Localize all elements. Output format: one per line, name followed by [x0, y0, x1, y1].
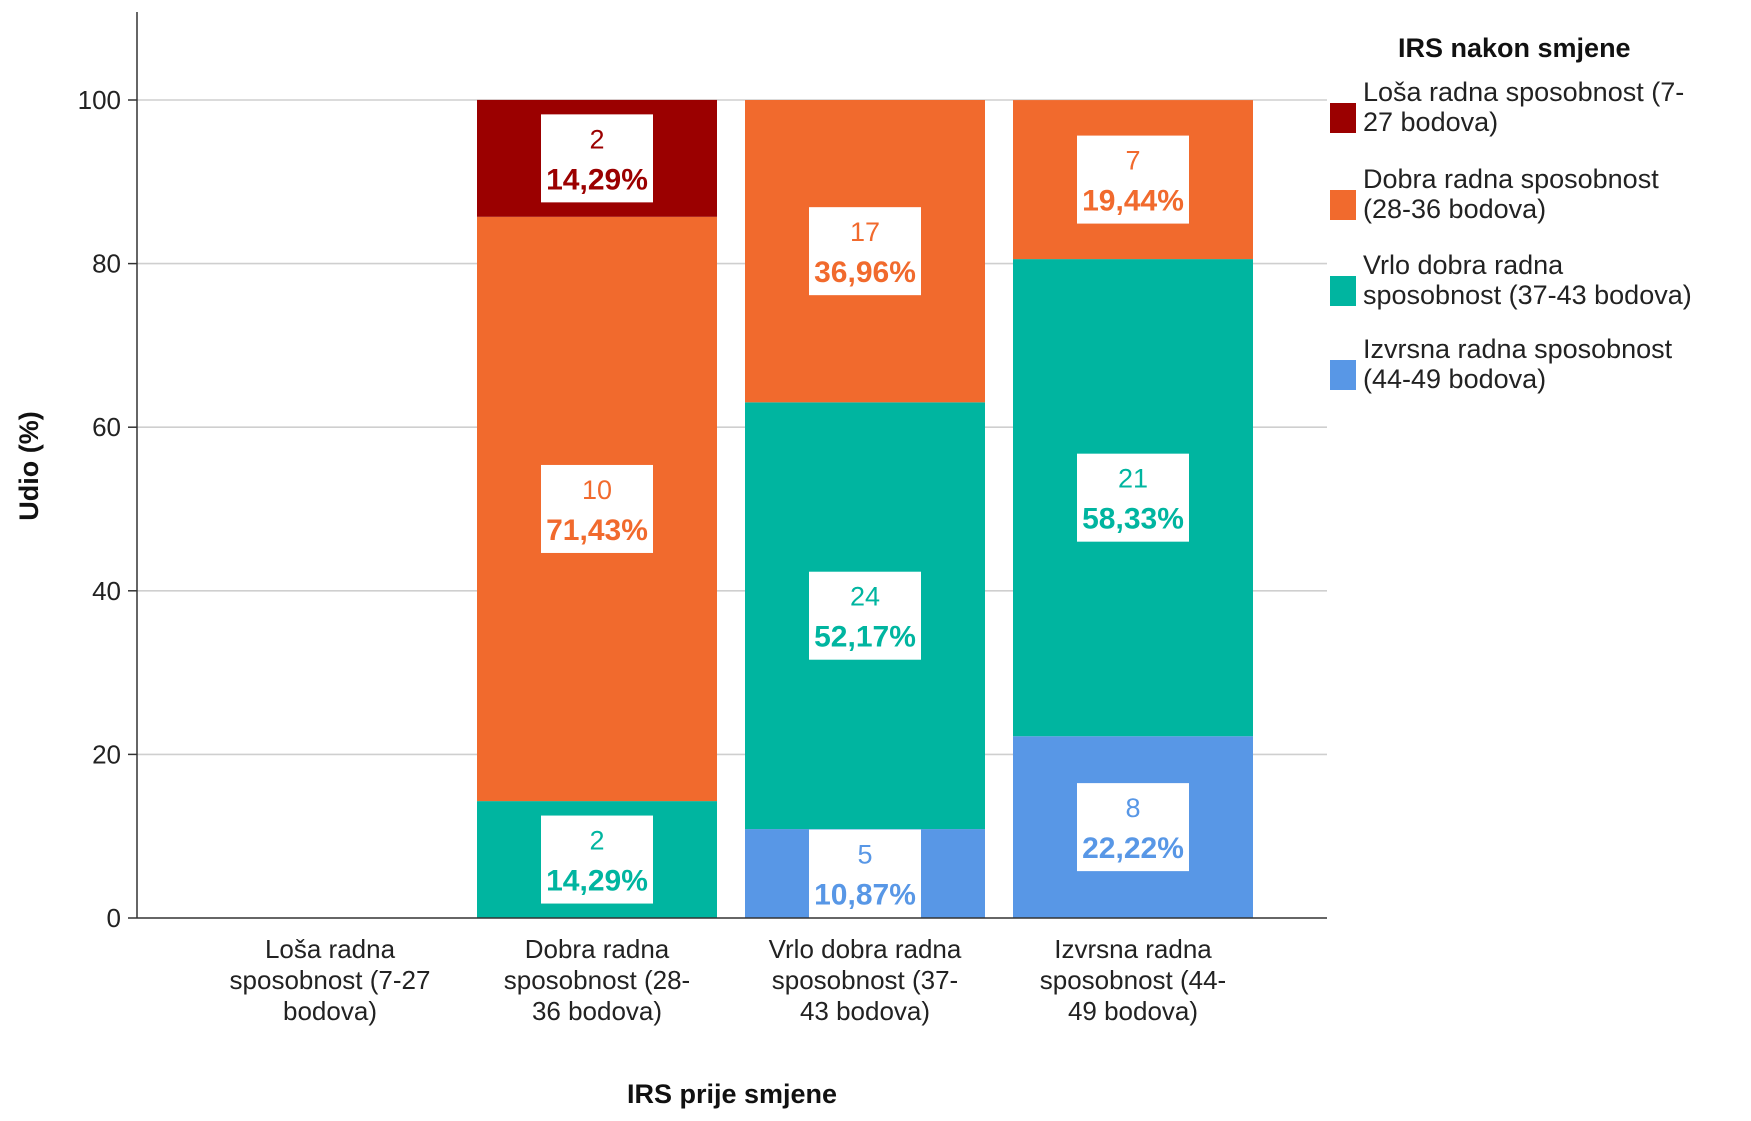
legend-label: Loša radna sposobnost (7-27 bodova): [1363, 77, 1684, 137]
x-tick-label: Dobra radna sposobnost (28-36 bodova): [504, 934, 690, 1026]
data-label-percent: 52,17%: [814, 621, 916, 654]
data-label-count: 2: [589, 826, 604, 856]
y-axis-title: Udio (%): [14, 411, 44, 520]
data-label-count: 7: [1125, 146, 1140, 176]
x-tick-label: Loša radna sposobnost (7-27 bodova): [230, 934, 431, 1026]
data-label-percent: 14,29%: [546, 865, 648, 898]
y-tick-label: 60: [92, 412, 121, 442]
y-tick-label: 100: [78, 85, 121, 115]
data-label-box: [541, 114, 653, 203]
y-tick-label: 20: [92, 739, 121, 769]
data-label-box: [809, 207, 921, 296]
legend-swatch: [1330, 360, 1356, 390]
legend-label: Izvrsna radna sposobnost (44-49 bodova): [1363, 334, 1673, 394]
data-label-count: 8: [1125, 793, 1140, 823]
x-axis-title: IRS prije smjene: [627, 1079, 837, 1109]
data-label-box: [1077, 453, 1189, 542]
legend-swatch: [1330, 103, 1356, 133]
data-label-box: [1077, 783, 1189, 872]
legend-swatch: [1330, 190, 1356, 220]
data-label-percent: 58,33%: [1082, 503, 1184, 536]
data-label-box: [541, 815, 653, 904]
data-label-box: [809, 829, 921, 918]
x-tick-label: Vrlo dobra radna sposobnost (37-43 bodova…: [769, 934, 962, 1026]
data-label-percent: 36,96%: [814, 256, 916, 289]
data-label-box: [541, 464, 653, 553]
x-tick-label: Izvrsna radna sposobnost (44-49 bodova): [1040, 934, 1226, 1026]
data-label-percent: 71,43%: [546, 514, 648, 547]
data-label-percent: 19,44%: [1082, 185, 1184, 218]
data-label-count: 5: [857, 840, 872, 870]
data-label-count: 17: [850, 217, 880, 247]
data-label-box: [1077, 135, 1189, 224]
legend-swatch: [1330, 276, 1356, 306]
data-label-box: [809, 571, 921, 660]
legend-title: IRS nakon smjene: [1398, 33, 1631, 63]
y-tick-label: 80: [92, 249, 121, 279]
y-tick-label: 40: [92, 576, 121, 606]
data-label-count: 2: [589, 124, 604, 154]
y-tick-label: 0: [107, 903, 121, 933]
data-label-percent: 22,22%: [1082, 832, 1184, 865]
data-label-count: 24: [850, 582, 880, 612]
legend-label: Vrlo dobra radna sposobnost (37-43 bodova…: [1363, 250, 1692, 310]
data-label-percent: 14,29%: [546, 163, 648, 196]
data-label-count: 10: [582, 475, 612, 505]
data-label-count: 21: [1118, 464, 1148, 494]
data-label-percent: 10,87%: [814, 879, 916, 912]
legend-label: Dobra radna sposobnost (28-36 bodova): [1363, 164, 1659, 224]
